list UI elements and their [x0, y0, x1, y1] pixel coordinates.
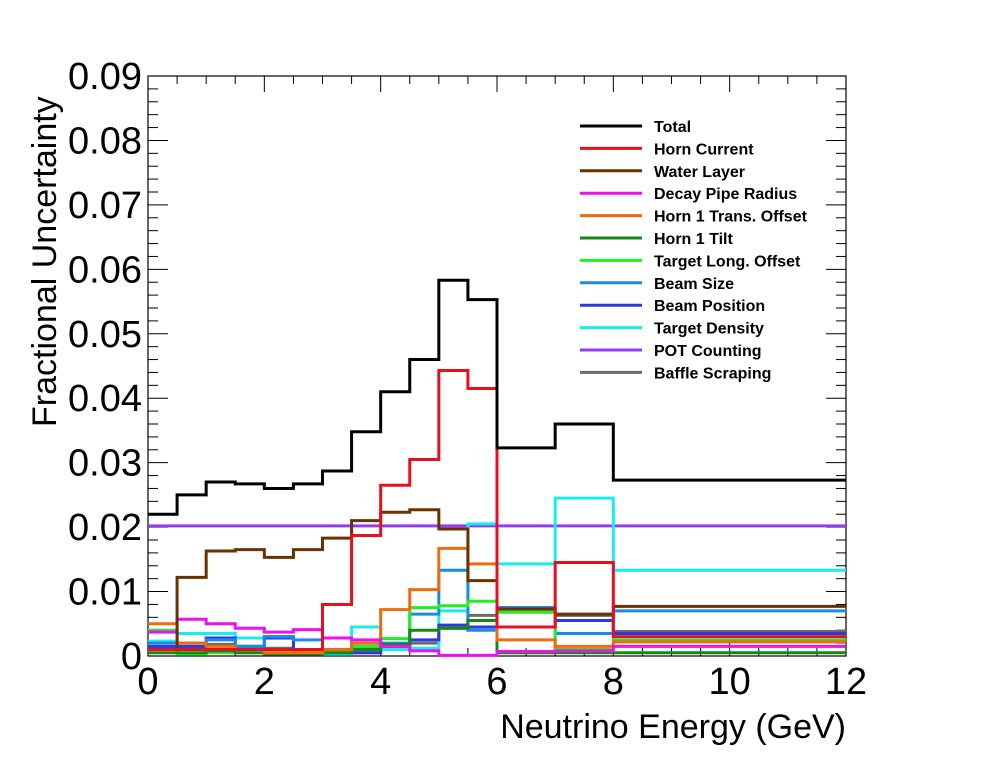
y-tick-label: 0.09 [68, 56, 142, 98]
legend-label-baffle-scraping: Baffle Scraping [654, 365, 771, 382]
legend-label-beam-size: Beam Size [654, 276, 734, 293]
series-decay-pipe-radius [148, 617, 846, 657]
series-water-layer [148, 508, 846, 652]
x-tick-label: 2 [254, 661, 275, 703]
series-layer [148, 278, 846, 657]
legend-label-decay-pipe-radius: Decay Pipe Radius [654, 186, 797, 203]
series-horn-1-tilt [148, 619, 846, 656]
legend-label-beam-position: Beam Position [654, 298, 765, 315]
x-tick-label: 0 [137, 661, 158, 703]
series-total [148, 278, 846, 516]
y-tick-label: 0.03 [68, 443, 142, 485]
x-tick-label: 8 [603, 661, 624, 703]
legend-label-water-layer: Water Layer [654, 164, 745, 181]
x-tick-label: 10 [709, 661, 751, 703]
legend-label-pot-counting: POT Counting [654, 343, 762, 360]
y-tick-label: 0.05 [68, 314, 142, 356]
legend-label-horn-current: Horn Current [654, 141, 754, 158]
y-tick-label: 0 [121, 636, 142, 678]
x-tick-label: 4 [370, 661, 391, 703]
legend: Total Horn Current Water Layer Decay Pipe R… [580, 119, 808, 382]
series-horn-current [148, 369, 846, 652]
tick-labels: 0 2 4 6 8 10 12 0 0.01 0.02 0.03 0.04 0.05 0.06 0.07 0.… [68, 56, 867, 703]
x-tick-label: 12 [825, 661, 867, 703]
legend-label-target-long-offset: Target Long. Offset [654, 253, 801, 270]
y-tick-label: 0.06 [68, 249, 142, 291]
y-tick-label: 0.02 [68, 507, 142, 549]
x-axis-title: Neutrino Energy (GeV) [500, 708, 846, 746]
legend-label-horn-1-trans-offset: Horn 1 Trans. Offset [654, 209, 808, 226]
x-tick-label: 6 [486, 661, 507, 703]
legend-label-horn-1-tilt: Horn 1 Tilt [654, 231, 733, 248]
legend-label-target-density: Target Density [654, 321, 764, 338]
y-tick-label: 0.01 [68, 572, 142, 614]
y-tick-label: 0.08 [68, 120, 142, 162]
y-axis-title: Fractional Uncertainty [26, 96, 64, 427]
y-tick-label: 0.07 [68, 185, 142, 227]
legend-label-total: Total [654, 119, 691, 136]
axis-ticks [147, 75, 847, 657]
y-tick-label: 0.04 [68, 378, 142, 420]
